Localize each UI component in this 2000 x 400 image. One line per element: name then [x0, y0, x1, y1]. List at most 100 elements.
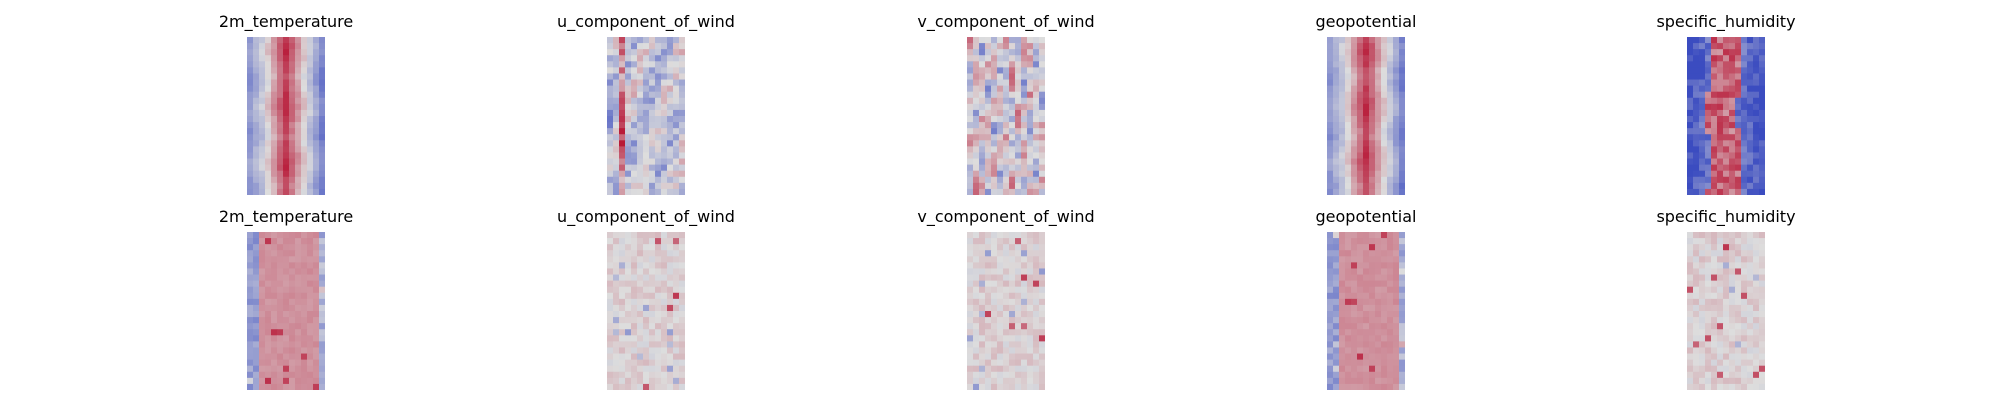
heatmap-cell: [1747, 365, 1754, 373]
heatmap-cell: [1003, 91, 1010, 99]
heatmap-cell: [1351, 268, 1358, 276]
heatmap-cell: [619, 317, 626, 324]
heatmap-cell: [613, 250, 620, 257]
heatmap-cell: [277, 347, 284, 355]
heatmap-cell: [295, 250, 302, 257]
heatmap-cell: [319, 67, 325, 74]
heatmap-cell: [985, 323, 992, 330]
heatmap-cell: [1357, 140, 1364, 147]
heatmap-cell: [631, 359, 638, 367]
heatmap-cell: [283, 49, 290, 56]
heatmap-cell: [1705, 341, 1712, 348]
heatmap-cell: [997, 73, 1004, 81]
heatmap-cell: [967, 49, 974, 56]
heatmap-cell: [247, 79, 254, 87]
heatmap-cell: [1747, 170, 1754, 178]
heatmap-cell: [1363, 170, 1370, 178]
heatmap-cell: [1387, 116, 1394, 123]
heatmap-cell: [1747, 122, 1754, 129]
heatmap-cell: [1327, 182, 1334, 190]
heatmap-cell: [259, 365, 266, 373]
heatmap-cell: [1369, 280, 1376, 288]
heatmap-cell: [1027, 97, 1034, 105]
heatmap-cell: [619, 353, 626, 361]
heatmap-cell: [637, 353, 644, 361]
heatmap-cell: [1339, 274, 1346, 282]
heatmap-cell: [679, 37, 685, 44]
heatmap-cell: [259, 164, 266, 172]
panel-title: specific_humidity: [1656, 207, 1796, 226]
heatmap-cell: [979, 353, 986, 361]
heatmap-cell: [637, 383, 644, 390]
heatmap-cell: [1381, 37, 1388, 44]
heatmap-panel: [607, 232, 685, 390]
heatmap-cell: [289, 37, 296, 44]
heatmap-cell: [625, 274, 632, 282]
heatmap-cell: [1759, 134, 1765, 141]
heatmap-cell: [973, 377, 980, 385]
heatmap-cell: [1333, 73, 1340, 81]
panel-title: 2m_temperature: [218, 12, 354, 31]
heatmap-cell: [1351, 250, 1358, 257]
heatmap-cell: [1009, 238, 1016, 245]
heatmap-cell: [295, 383, 302, 390]
heatmap-cell: [631, 383, 638, 390]
heatmap-cell: [1693, 323, 1700, 330]
heatmap-cell: [1753, 268, 1760, 276]
heatmap-cell: [307, 311, 314, 318]
heatmap-cell: [1699, 317, 1706, 324]
heatmap-cell: [1327, 250, 1334, 257]
heatmap-cell: [1009, 146, 1016, 153]
heatmap-cell: [283, 67, 290, 74]
heatmap-cell: [1759, 341, 1765, 348]
heatmap-cell: [661, 274, 668, 282]
heatmap-cell: [679, 43, 685, 50]
heatmap-cell: [649, 103, 656, 111]
heatmap-cell: [1345, 152, 1352, 160]
heatmap-cell: [1687, 146, 1694, 153]
heatmap-cell: [1711, 122, 1718, 129]
heatmap-cell: [1345, 176, 1352, 184]
heatmap-cell: [1333, 61, 1340, 68]
heatmap-cell: [643, 55, 650, 62]
heatmap-cell: [1753, 116, 1760, 123]
heatmap-cell: [607, 79, 614, 87]
heatmap-cell: [1723, 49, 1730, 56]
heatmap-cell: [1381, 244, 1388, 251]
heatmap-cell: [649, 128, 656, 135]
heatmap-cell: [1711, 347, 1718, 355]
heatmap-cell: [1009, 268, 1016, 276]
heatmap-cell: [1753, 347, 1760, 355]
heatmap-cell: [1357, 109, 1364, 117]
heatmap-cell: [1357, 103, 1364, 111]
heatmap-cell: [1705, 61, 1712, 68]
heatmap-cell: [1759, 280, 1765, 288]
heatmap-cell: [1339, 43, 1346, 50]
heatmap-cell: [1759, 73, 1765, 81]
heatmap-cell: [967, 377, 974, 385]
heatmap-cell: [1753, 152, 1760, 160]
heatmap-cell: [1747, 37, 1754, 44]
heatmap-cell: [1003, 244, 1010, 251]
heatmap-cell: [283, 317, 290, 324]
heatmap-cell: [313, 182, 320, 190]
heatmap-cell: [307, 146, 314, 153]
heatmap-cell: [1735, 262, 1742, 269]
heatmap-cell: [1711, 49, 1718, 56]
heatmap-cell: [625, 91, 632, 99]
heatmap-cell: [271, 274, 278, 282]
heatmap-cell: [1705, 232, 1712, 239]
heatmap-cell: [1333, 176, 1340, 184]
heatmap-cell: [667, 158, 674, 166]
heatmap-cell: [607, 97, 614, 105]
heatmap-cell: [277, 109, 284, 117]
heatmap-cell: [625, 232, 632, 239]
heatmap-cell: [973, 238, 980, 245]
heatmap-cell: [277, 250, 284, 257]
heatmap-cell: [1351, 359, 1358, 367]
heatmap-cell: [1699, 43, 1706, 50]
heatmap-cell: [1357, 286, 1364, 294]
heatmap-cell: [277, 176, 284, 184]
heatmap-cell: [1363, 268, 1370, 276]
heatmap-cell: [289, 341, 296, 348]
